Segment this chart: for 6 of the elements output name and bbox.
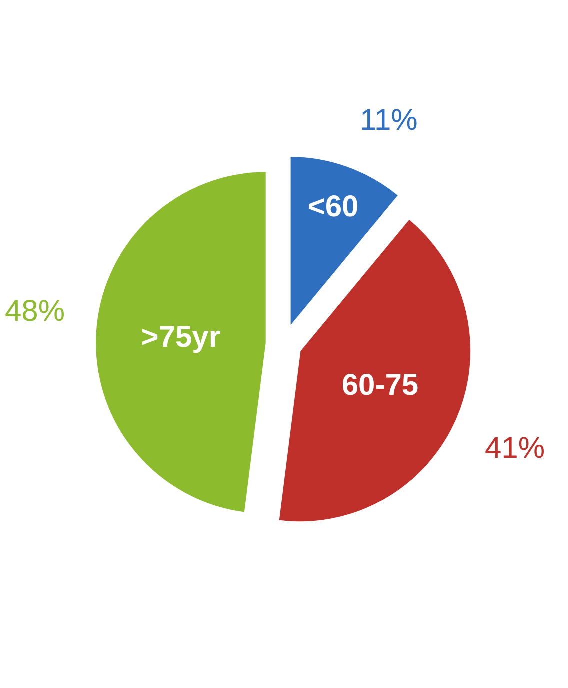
slice-label: 60-75 xyxy=(342,369,419,402)
data-label: 41% xyxy=(485,432,546,465)
slice-label: <60 xyxy=(308,190,359,224)
data-label: 48% xyxy=(5,295,66,328)
data-label: 11% xyxy=(360,104,418,137)
slice-label: >75yr xyxy=(141,321,221,354)
